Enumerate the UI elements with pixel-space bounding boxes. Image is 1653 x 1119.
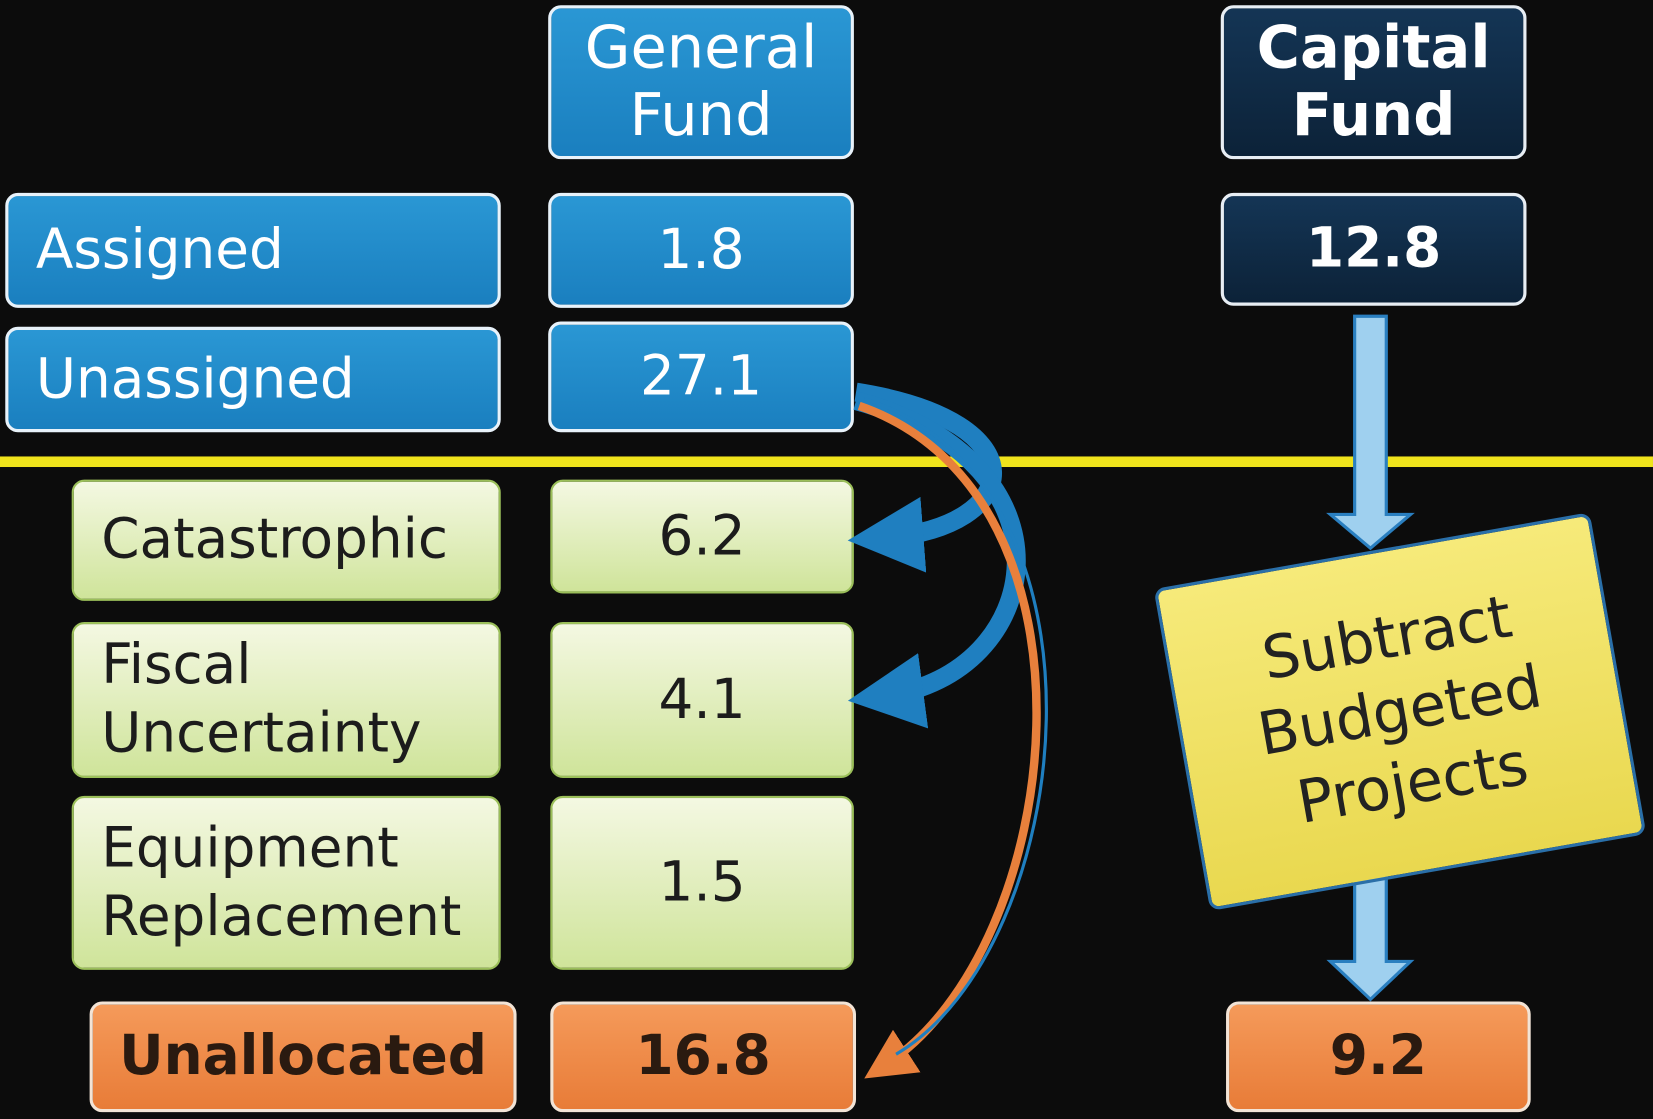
slide: General Fund Capital Fund Assigned 1.8 1…: [0, 0, 1653, 1119]
page: General Fund Capital Fund Assigned 1.8 1…: [0, 0, 1653, 1119]
arrow-outline: [864, 398, 1046, 1054]
capital-arrow: [1330, 316, 1410, 548]
